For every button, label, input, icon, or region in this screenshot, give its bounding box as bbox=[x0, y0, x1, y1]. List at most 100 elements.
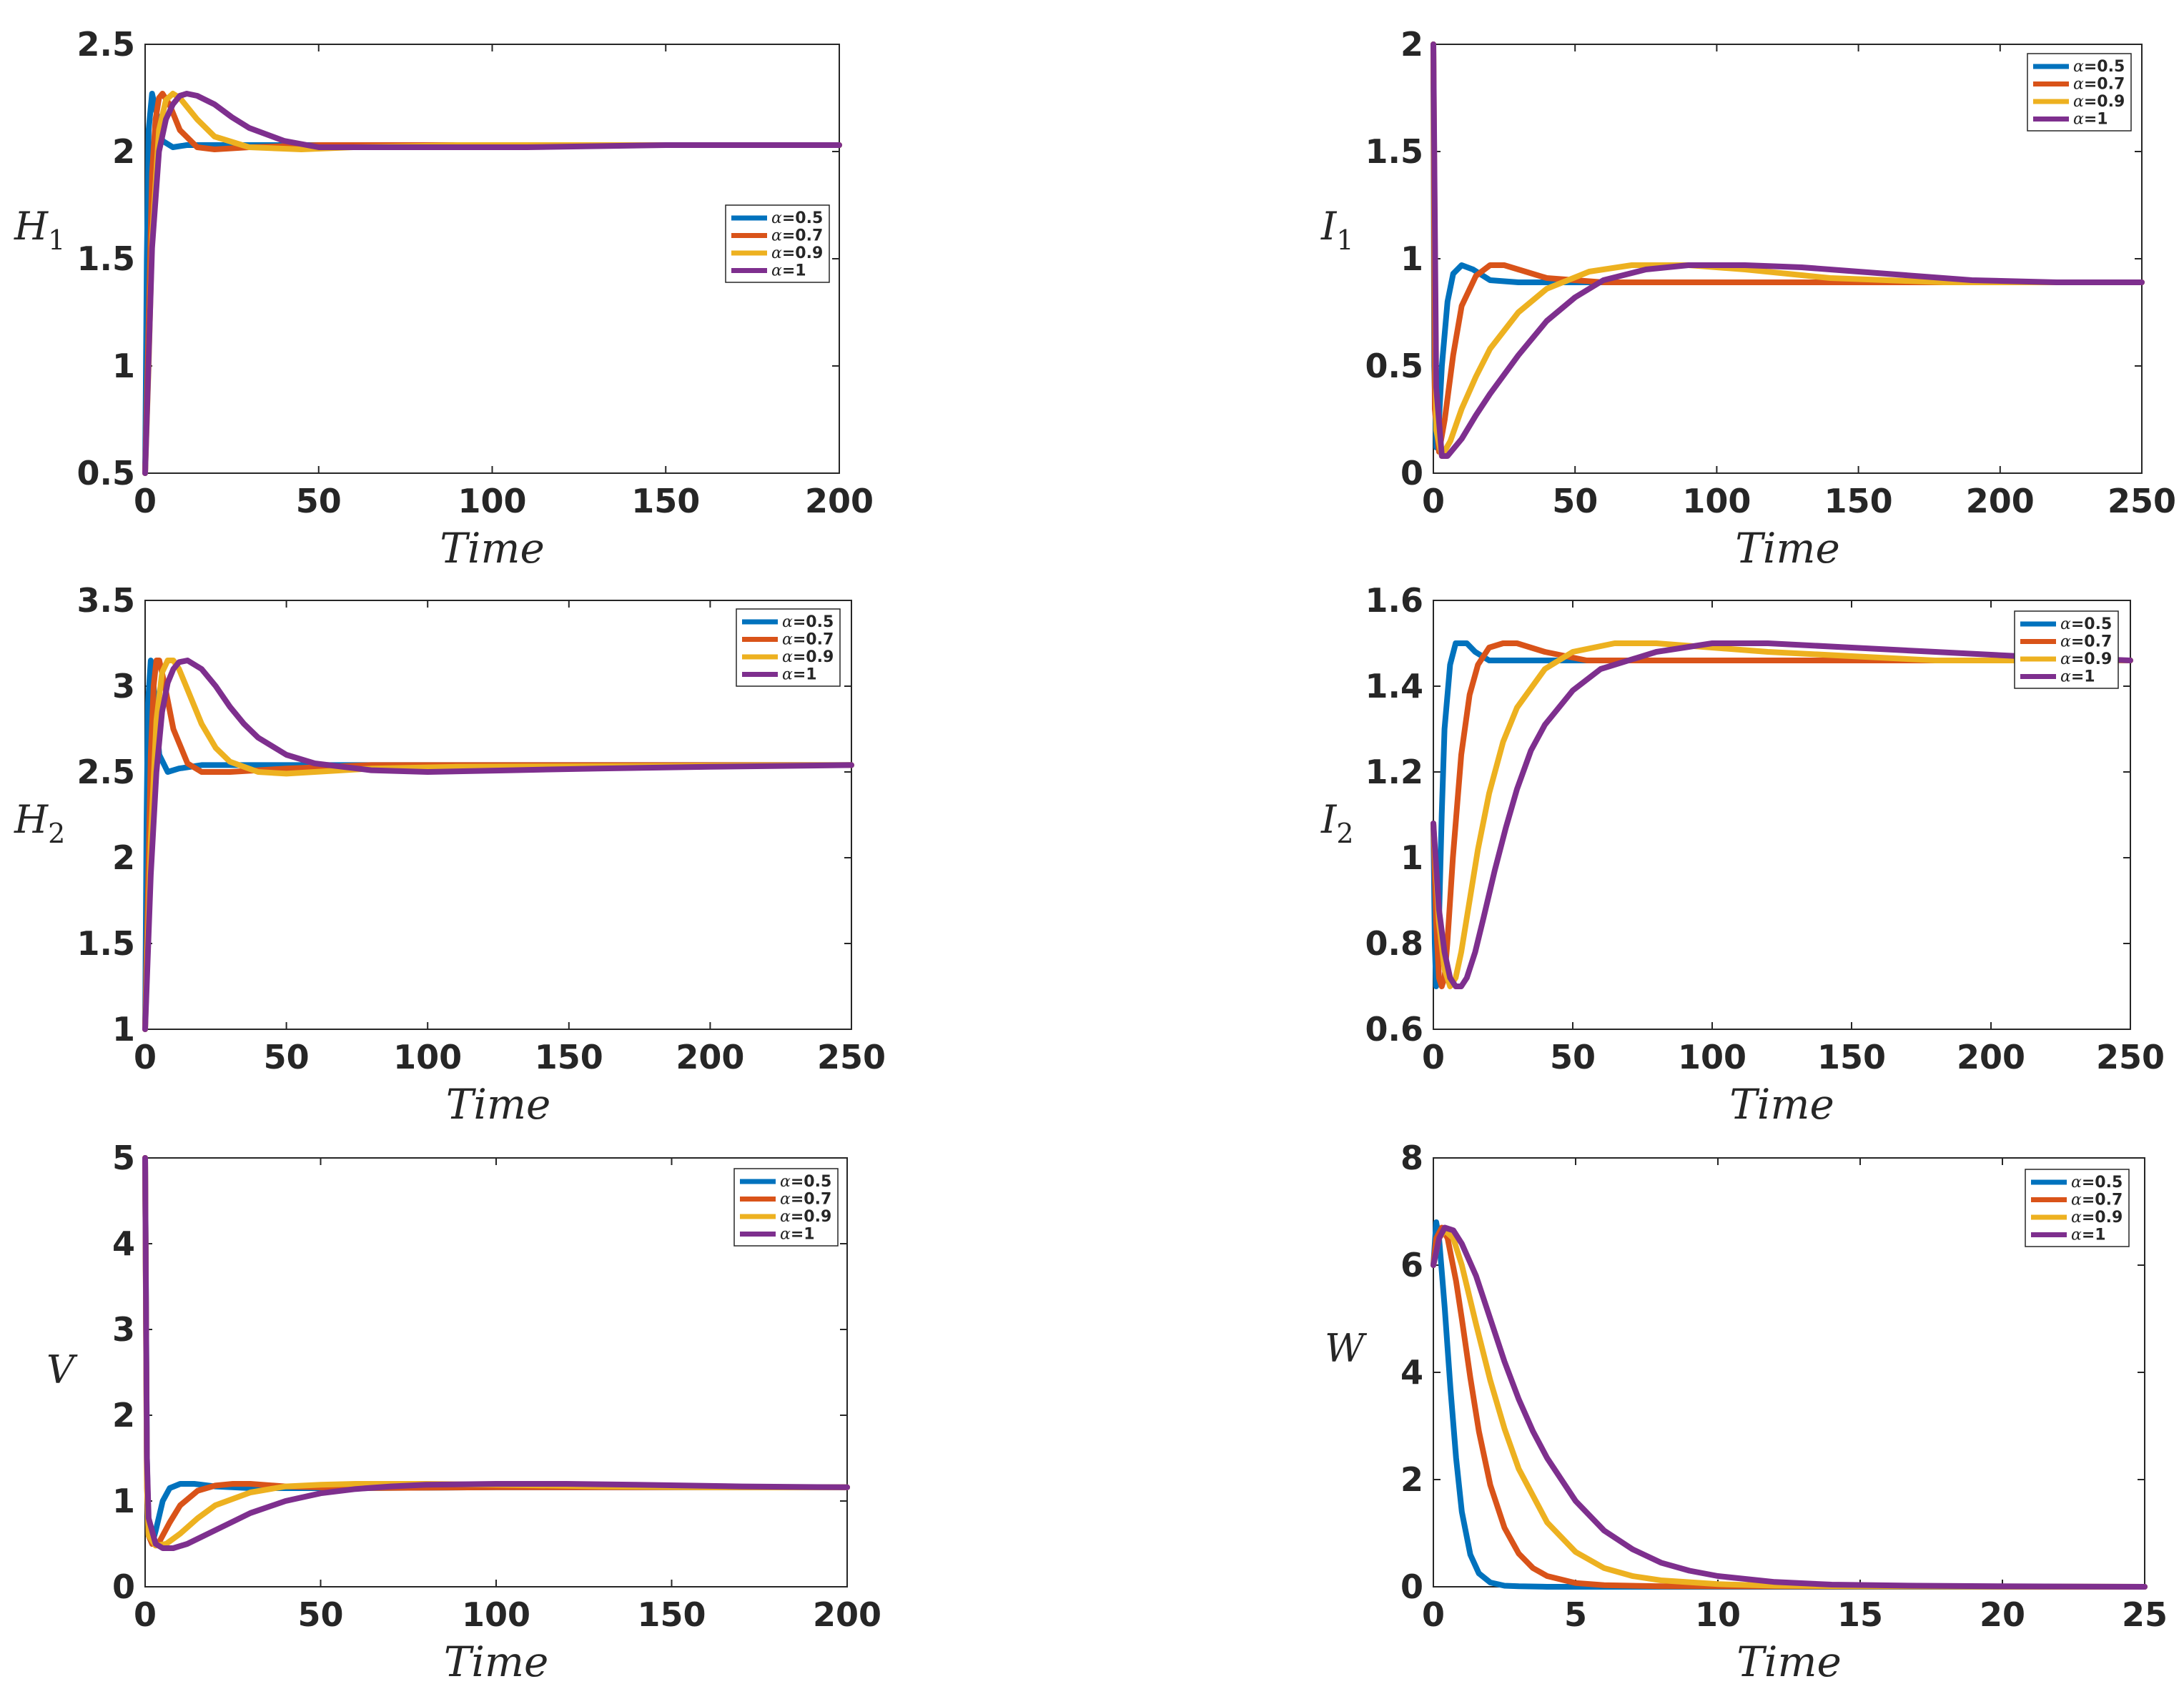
x-tick-label: 150 bbox=[631, 482, 700, 520]
legend-entry-value: =0.5 bbox=[2084, 58, 2125, 76]
x-tick-label: 0 bbox=[1422, 1595, 1445, 1634]
legend-entry-value: =1 bbox=[2084, 111, 2108, 129]
legend-entry: α=0.7 bbox=[2060, 633, 2112, 651]
x-tick-label: 100 bbox=[1682, 482, 1751, 520]
legend-entry-value: =0.7 bbox=[791, 1191, 831, 1209]
y-tick-label: 2.5 bbox=[77, 25, 136, 64]
legend-entry: α=0.5 bbox=[782, 613, 834, 631]
x-tick-label: 0 bbox=[1422, 1038, 1445, 1076]
x-axis-label: Time bbox=[1735, 524, 1840, 573]
y-axis-label-main: H bbox=[14, 797, 49, 842]
x-tick-label: 0 bbox=[134, 1595, 157, 1634]
y-tick-label: 4 bbox=[112, 1224, 135, 1263]
y-axis-label: V bbox=[46, 1347, 78, 1392]
x-tick-label: 250 bbox=[2096, 1038, 2165, 1076]
legend-entry: α=0.9 bbox=[782, 648, 834, 666]
x-tick-label: 200 bbox=[676, 1038, 744, 1076]
x-tick-label: 150 bbox=[637, 1595, 706, 1634]
y-tick-label: 1 bbox=[112, 1482, 135, 1520]
legend-entry-alpha: α bbox=[782, 613, 793, 631]
y-tick-label: 1.5 bbox=[1365, 132, 1424, 171]
y-axis-label-subscript: 1 bbox=[48, 224, 65, 256]
legend-entry: α=0.7 bbox=[782, 631, 834, 649]
y-tick-label: 1 bbox=[1400, 239, 1423, 278]
y-axis-label: H2 bbox=[14, 797, 65, 849]
x-axis-label: Time bbox=[1729, 1080, 1834, 1129]
x-tick-label: 0 bbox=[1422, 482, 1445, 520]
y-tick-label: 4 bbox=[1400, 1353, 1423, 1392]
legend-entry-alpha: α bbox=[2073, 111, 2084, 129]
legend-entry-value: =0.5 bbox=[782, 209, 823, 227]
legend-entry: α=0.5 bbox=[771, 209, 823, 227]
x-tick-label: 150 bbox=[1817, 1038, 1886, 1076]
series-line-α=1 bbox=[1431, 1224, 2148, 1590]
y-tick-label: 1.4 bbox=[1365, 667, 1424, 705]
y-axis-label-subscript: 2 bbox=[48, 818, 65, 849]
legend-entry-value: =0.7 bbox=[782, 227, 823, 245]
series-group bbox=[142, 1155, 850, 1551]
x-axis-label: Time bbox=[440, 524, 545, 573]
x-tick-label: 200 bbox=[813, 1595, 881, 1634]
legend: α=0.5α=0.7α=0.9α=1 bbox=[733, 1168, 839, 1247]
series-line-α=0.7 bbox=[1431, 640, 2133, 989]
series-group bbox=[1431, 640, 2133, 989]
y-tick-label: 2 bbox=[1400, 25, 1423, 64]
y-tick-label: 0.8 bbox=[1365, 924, 1424, 963]
plot-area bbox=[144, 44, 840, 474]
legend-entry: α=1 bbox=[782, 666, 817, 684]
x-tick-label: 150 bbox=[1824, 482, 1893, 520]
legend-entry-value: =0.7 bbox=[2082, 1192, 2123, 1209]
legend-entry-alpha: α bbox=[2073, 76, 2084, 94]
y-tick-label: 1.5 bbox=[77, 924, 136, 963]
x-tick-label: 100 bbox=[462, 1595, 530, 1634]
y-tick-label: 3 bbox=[112, 667, 135, 705]
x-tick-label: 250 bbox=[817, 1038, 886, 1076]
legend-entry: α=1 bbox=[780, 1226, 815, 1244]
legend-entry-value: =0.9 bbox=[782, 244, 823, 262]
x-tick-label: 200 bbox=[805, 482, 874, 520]
y-tick-label: 1 bbox=[112, 347, 135, 385]
y-tick-label: 2.5 bbox=[77, 753, 136, 791]
x-tick-label: 50 bbox=[1550, 1038, 1596, 1076]
y-tick-label: 0 bbox=[1400, 454, 1423, 492]
x-tick-label: 15 bbox=[1837, 1595, 1883, 1634]
plot-area bbox=[144, 600, 852, 1030]
y-axis-label-main: W bbox=[1325, 1326, 1368, 1371]
legend-entry: α=0.7 bbox=[771, 227, 823, 245]
legend-entry-alpha: α bbox=[771, 244, 782, 262]
legend-entry-value: =0.5 bbox=[2082, 1174, 2123, 1192]
y-tick-label: 1 bbox=[112, 1010, 135, 1049]
legend-entry-alpha: α bbox=[2073, 93, 2084, 111]
legend-entry: α=1 bbox=[2073, 111, 2108, 129]
series-group bbox=[1431, 41, 2145, 459]
y-tick-label: 1.5 bbox=[77, 239, 136, 278]
y-tick-label: 5 bbox=[112, 1139, 135, 1177]
chart-panel-1: 0 50 100 150 2000.511.522.5TimeH1α=0.5α=0.7α… bbox=[14, 25, 874, 573]
series-line-α=0.9 bbox=[1431, 41, 2145, 459]
legend-entry-value: =0.9 bbox=[793, 648, 834, 666]
x-tick-label: 20 bbox=[1980, 1595, 2025, 1634]
legend-entry-alpha: α bbox=[2071, 1209, 2082, 1227]
chart-panel-5: 0 50 100 150 200012345TimeVα=0.5α=0.7α=0.9α=… bbox=[46, 1139, 881, 1686]
legend-entry-value: =1 bbox=[782, 262, 806, 280]
y-tick-label: 0.5 bbox=[1365, 347, 1424, 385]
legend-entry-value: =1 bbox=[791, 1226, 815, 1244]
y-axis-label-main: H bbox=[14, 204, 49, 249]
series-line-α=0.5 bbox=[1431, 640, 2133, 989]
y-tick-label: 0 bbox=[1400, 1567, 1423, 1606]
legend-entry-value: =0.5 bbox=[2071, 615, 2112, 633]
x-tick-label: 50 bbox=[1552, 482, 1598, 520]
y-axis-label: I2 bbox=[1320, 797, 1354, 849]
legend-entry-value: =0.9 bbox=[2082, 1209, 2123, 1227]
legend-entry-alpha: α bbox=[2073, 58, 2084, 76]
x-tick-label: 100 bbox=[458, 482, 526, 520]
legend-entry-alpha: α bbox=[2060, 650, 2071, 668]
legend-entry: α=1 bbox=[771, 262, 806, 280]
legend-entry: α=0.7 bbox=[780, 1191, 831, 1209]
legend-entry-alpha: α bbox=[782, 666, 793, 684]
series-line-α=1 bbox=[142, 658, 854, 1032]
y-axis-label-main: I bbox=[1320, 797, 1338, 842]
legend-entry: α=0.9 bbox=[2073, 93, 2125, 111]
plot-area bbox=[1433, 44, 2143, 474]
